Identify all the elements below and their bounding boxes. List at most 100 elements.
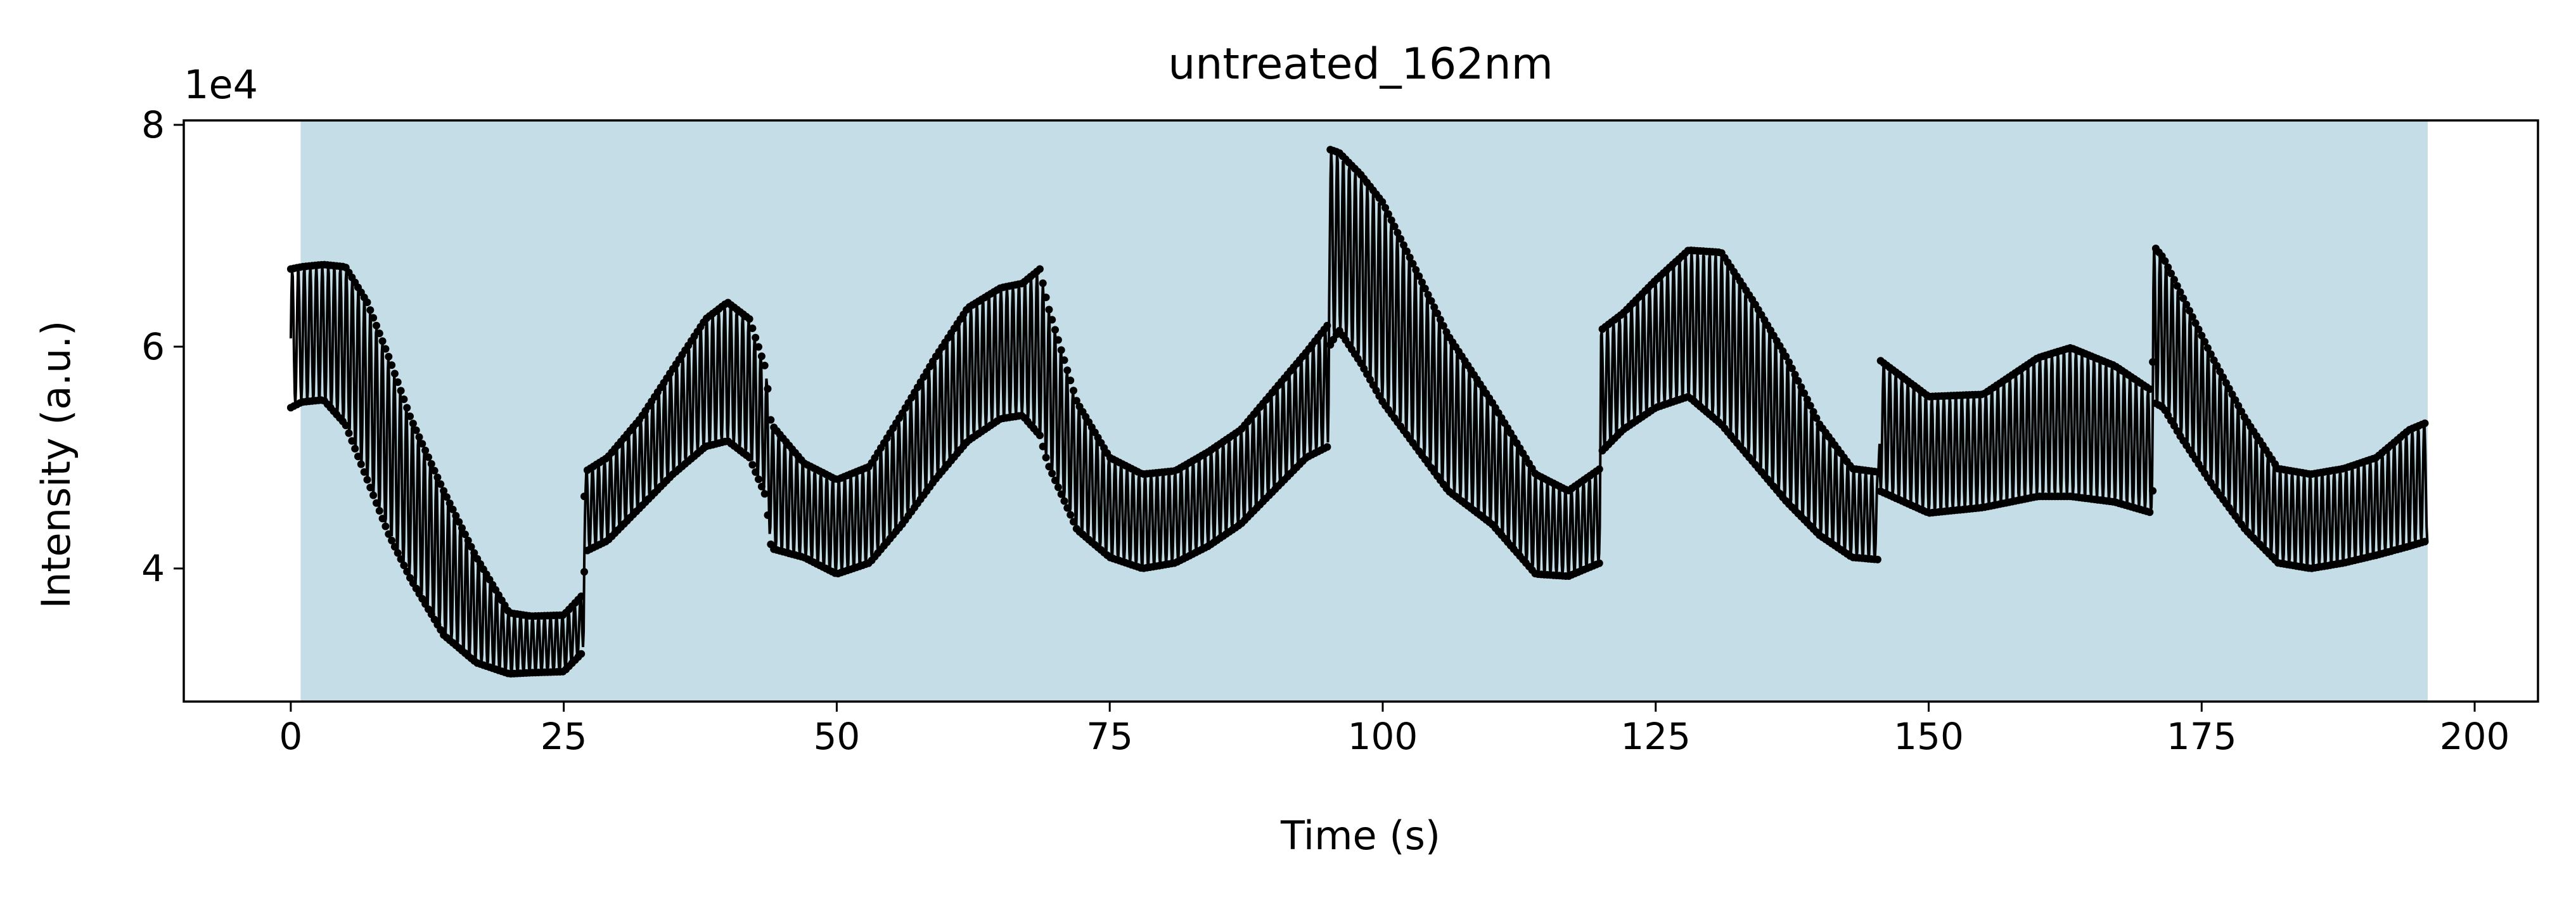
data-point <box>1797 383 1805 391</box>
data-point <box>1035 432 1044 439</box>
data-point <box>760 490 769 498</box>
x-tick-label: 0 <box>279 715 302 758</box>
data-point <box>580 568 588 576</box>
data-point <box>1803 395 1811 404</box>
data-point <box>2216 368 2224 376</box>
data-point <box>1424 291 1432 299</box>
data-point <box>369 491 378 499</box>
data-point <box>745 454 753 461</box>
x-axis-label: Time (s) <box>1280 812 1440 859</box>
data-point <box>1421 285 1429 293</box>
data-point <box>1788 364 1796 373</box>
axes-frame <box>183 119 2539 703</box>
data-point <box>360 468 368 476</box>
data-point <box>1070 518 1077 526</box>
data-point <box>1378 198 1387 206</box>
data-point <box>373 499 380 507</box>
data-point <box>403 567 411 575</box>
data-point <box>1439 322 1447 330</box>
data-point <box>1412 266 1420 274</box>
data-point <box>580 492 588 501</box>
data-point <box>764 511 772 519</box>
data-point <box>445 499 454 508</box>
data-point <box>1406 254 1414 262</box>
data-point <box>1806 402 1814 410</box>
data-point <box>366 484 375 492</box>
data-point <box>427 460 435 468</box>
data-point <box>412 426 420 434</box>
data-point <box>369 314 378 322</box>
data-point <box>2201 338 2209 346</box>
data-point <box>385 530 393 538</box>
data-point <box>2207 350 2215 358</box>
data-point <box>2179 294 2188 302</box>
data-point <box>1595 559 1603 567</box>
data-point <box>354 452 362 461</box>
data-point <box>1809 408 1817 416</box>
data-point <box>1045 305 1053 314</box>
data-point <box>1409 260 1417 268</box>
data-point <box>1051 326 1059 334</box>
data-point <box>345 429 353 437</box>
data-point <box>437 480 445 488</box>
data-point <box>1057 490 1065 498</box>
data-point <box>1072 397 1080 405</box>
data-point <box>1048 470 1056 478</box>
data-point <box>1433 309 1442 318</box>
data-point <box>752 468 760 476</box>
data-point <box>415 433 423 441</box>
data-point <box>1060 356 1068 364</box>
data-point <box>2186 307 2193 315</box>
data-point <box>1048 316 1056 324</box>
data-point <box>2421 419 2429 427</box>
data-point <box>363 476 371 484</box>
data-point <box>461 530 469 539</box>
data-points-group <box>286 146 2429 678</box>
data-point <box>1418 278 1426 286</box>
data-point <box>2421 537 2429 546</box>
data-point <box>464 536 472 544</box>
data-point <box>2222 379 2230 387</box>
data-point <box>577 650 586 658</box>
data-point <box>2149 487 2157 495</box>
data-point <box>764 385 772 393</box>
data-point <box>1039 279 1047 287</box>
y-tick-label: 4 <box>141 547 165 590</box>
data-point <box>449 505 457 513</box>
data-point <box>1060 497 1068 505</box>
data-point <box>2173 282 2181 290</box>
data-point <box>748 324 757 332</box>
data-point <box>397 555 405 563</box>
data-point <box>1791 371 1799 379</box>
data-point <box>348 437 356 445</box>
data-point <box>1054 483 1062 491</box>
data-point <box>1051 477 1059 484</box>
data-point <box>467 542 475 551</box>
x-tick-label: 200 <box>2440 715 2510 758</box>
data-point <box>1035 265 1044 273</box>
axes-layer: 0 25 50 75 100 125 150 175 200 4 6 8 <box>141 103 2539 758</box>
data-point <box>1800 389 1809 397</box>
data-point <box>2164 263 2172 271</box>
data-point <box>378 515 387 523</box>
y-tick-label: 8 <box>141 103 165 146</box>
data-point <box>400 562 408 570</box>
data-point <box>755 475 762 484</box>
x-tick-label: 100 <box>1348 715 1418 758</box>
data-point <box>757 352 766 361</box>
data-point <box>2146 385 2154 393</box>
data-point <box>1873 555 1881 563</box>
data-point <box>1381 203 1390 212</box>
data-point <box>390 542 399 551</box>
data-point <box>375 507 383 515</box>
data-point <box>757 482 766 491</box>
data-point <box>452 511 460 520</box>
data-point <box>378 337 387 345</box>
data-point <box>577 592 586 600</box>
y-axis-label: Intensity (a.u.) <box>33 321 79 609</box>
data-point <box>1394 229 1402 237</box>
data-point <box>1070 387 1077 395</box>
data-point <box>442 493 451 501</box>
data-point <box>1057 346 1065 354</box>
